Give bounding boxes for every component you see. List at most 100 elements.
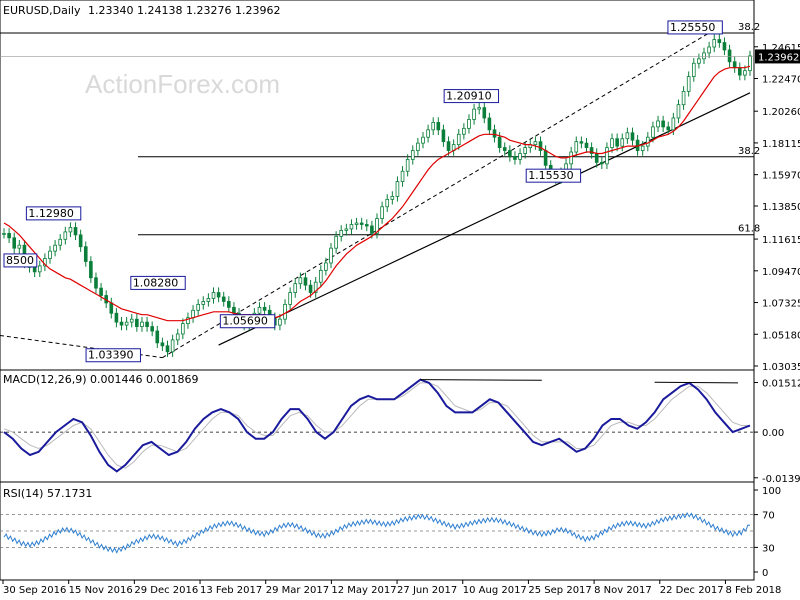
candle-body: [257, 306, 262, 314]
candle-body: [160, 342, 165, 347]
candle-body: [508, 150, 512, 157]
macd-tick-label: -0.01393: [762, 474, 800, 485]
candle-body: [206, 298, 211, 302]
rsi-tick-label: 100: [762, 486, 781, 497]
annotation-label: 1.25550: [670, 21, 716, 34]
annotation-box: [219, 314, 276, 329]
fib-label: 38.2: [738, 22, 760, 33]
candle-body: [32, 267, 37, 273]
candle-body: [513, 156, 517, 160]
candle-body: [344, 228, 349, 231]
main-tick-label: 1.20260: [762, 107, 800, 118]
candle-body: [426, 129, 430, 138]
candle-body: [615, 138, 619, 147]
current-price-tag-bg: [755, 49, 800, 64]
annotation-box: [85, 348, 141, 363]
candle-body: [201, 301, 206, 305]
x-tick-label: 8 Feb 2018: [725, 585, 781, 596]
watermark: ActionForex.com: [85, 69, 280, 99]
candle-body: [308, 284, 313, 293]
annotation-label: 1.08280: [133, 276, 179, 289]
candle-body: [170, 339, 175, 353]
current-price-tag: 1.23962: [0, 49, 800, 64]
candle-body: [53, 244, 57, 252]
candle-body: [37, 265, 42, 273]
candle-body: [671, 117, 676, 131]
annotation-box: [25, 206, 82, 221]
candle-body: [697, 58, 701, 64]
candle-body: [283, 303, 287, 320]
candle-body: [589, 147, 594, 154]
annotation-label: 1.20910: [446, 90, 492, 103]
candle-body: [2, 232, 6, 235]
candle-body: [370, 225, 374, 234]
candle-body: [329, 247, 333, 264]
candle-body: [375, 218, 379, 234]
candle-body: [354, 222, 359, 225]
candle-body: [691, 62, 696, 77]
main-tick-label: 1.13850: [762, 202, 800, 213]
macd-tick-label: 0.00: [762, 428, 784, 439]
price-annotations: 1.12980 8500 1.08280 1.03390 1.05690 1.20910 1…: [3, 20, 723, 363]
macd-resistance-line: [420, 379, 542, 381]
candle-body: [135, 318, 139, 327]
candle-body: [410, 150, 415, 160]
candle-body: [431, 122, 436, 131]
candle-body: [686, 76, 691, 92]
candle-body: [17, 244, 22, 249]
candle-body: [186, 317, 190, 325]
candle-body: [221, 296, 226, 302]
x-tick-label: 12 May 2017: [331, 585, 396, 596]
candle-body: [487, 117, 492, 131]
annotation-label: 1.03390: [88, 349, 134, 362]
rsi-tick-label: 0: [762, 568, 768, 579]
candle-body: [334, 235, 338, 249]
main-tick-label: 1.03035: [762, 362, 800, 373]
candle-body: [7, 232, 11, 239]
main-tick-label: 1.24615: [762, 43, 800, 54]
annotation-box: [130, 275, 186, 290]
annotation-box: [3, 253, 38, 268]
candle-body: [748, 55, 752, 72]
candle-body: [405, 159, 410, 172]
candle-body: [456, 133, 461, 146]
candle-body: [462, 127, 466, 135]
candle-body: [722, 42, 727, 51]
annotation-label: 1.12980: [28, 207, 74, 220]
candle-body: [349, 224, 354, 230]
candle-body: [288, 292, 292, 305]
candle-body: [68, 227, 73, 233]
candle-body: [145, 321, 149, 327]
rsi-label: RSI(14) 57.1731: [3, 487, 92, 500]
x-axis: 30 Sep 2016 15 Nov 2016 29 Dec 2016 13 Feb …: [2, 580, 781, 596]
candle-body: [150, 326, 154, 332]
candle-body: [73, 227, 78, 236]
candle-body: [661, 120, 665, 128]
annotation-box: [525, 168, 582, 183]
candle-body: [651, 126, 655, 138]
annotation-box: [667, 20, 723, 35]
candle-body: [502, 147, 507, 151]
candle-body: [109, 302, 114, 314]
candle-body: [477, 107, 481, 110]
candle-body: [78, 234, 83, 248]
rsi-lines: [0, 511, 754, 554]
x-tick-label: 25 Sep 2017: [528, 585, 591, 596]
candle-body: [211, 292, 216, 299]
rsi-panel: [0, 481, 755, 581]
candle-body: [640, 145, 645, 151]
x-tick-label: 27 Jun 2017: [397, 585, 457, 596]
candle-body: [318, 269, 323, 283]
candle-body: [89, 261, 93, 279]
candle-body: [313, 281, 318, 293]
candle-body: [303, 277, 308, 286]
x-tick-label: 10 Aug 2017: [463, 585, 527, 596]
candle-body: [743, 70, 747, 76]
fibonacci-levels: 38.2 38.2 61.8: [0, 22, 760, 236]
main-tick-label: 1.09470: [762, 267, 800, 278]
candle-body: [12, 237, 17, 249]
candle-body: [124, 321, 129, 326]
candle-body: [63, 231, 68, 240]
candle-body: [646, 136, 650, 147]
candle-body: [543, 150, 548, 166]
